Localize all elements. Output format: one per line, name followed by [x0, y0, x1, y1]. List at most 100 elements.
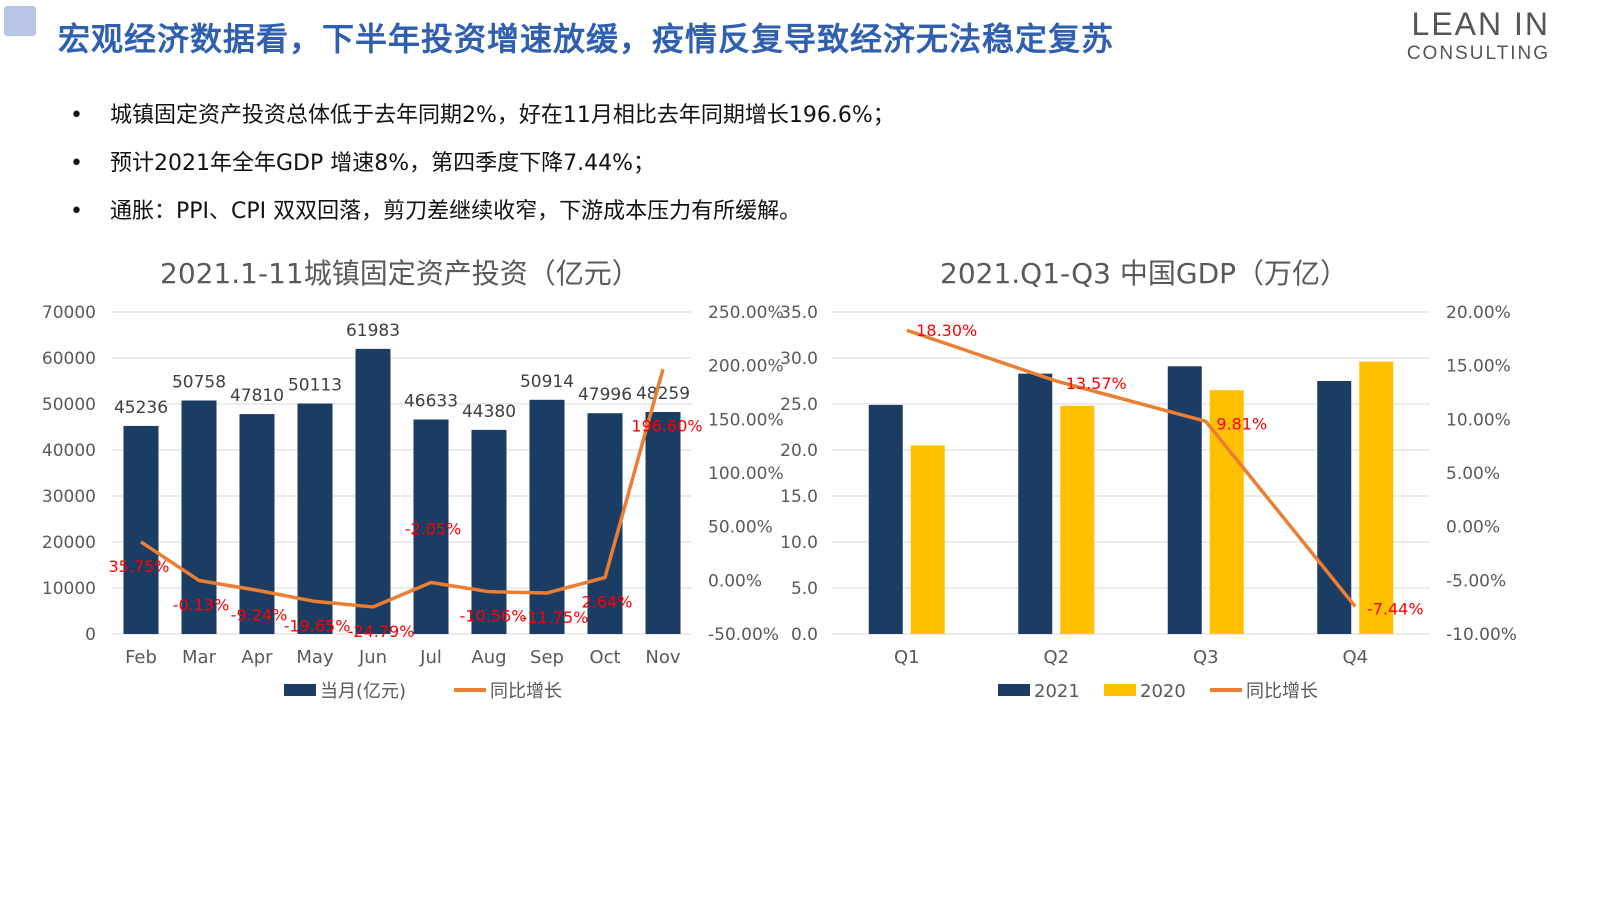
investment-legend-label: 当月(亿元) [320, 681, 406, 702]
bullet-text: 通胀：PPI、CPI 双双回落，剪刀差继续收窄，下游成本压力有所缓解。 [110, 199, 802, 224]
investment-line-label: 35.75% [108, 557, 169, 576]
investment-x-tick: Jun [358, 647, 387, 668]
investment-x-tick: May [296, 647, 334, 668]
investment-y-tick-left: 20000 [42, 533, 96, 553]
investment-x-tick: Mar [182, 647, 217, 668]
investment-y-tick-right: 100.00% [708, 464, 784, 484]
corner-mark [4, 6, 36, 36]
gdp-y-tick-left: 20.0 [780, 441, 818, 461]
investment-x-tick: Feb [125, 647, 157, 668]
gdp-legend-label: 2020 [1140, 681, 1186, 702]
investment-line-label: -9.24% [231, 605, 288, 624]
gdp-bar-2020 [1060, 405, 1095, 634]
gdp-bar-2020 [1359, 361, 1394, 634]
gdp-y-tick-right: 0.00% [1446, 518, 1500, 538]
gdp-x-tick: Q4 [1342, 647, 1368, 668]
bullet-list: • 城镇固定资产投资总体低于去年同期2%，好在11月相比去年同期增长196.6%；… [70, 92, 895, 236]
investment-x-tick: Nov [645, 647, 680, 668]
investment-y-tick-left: 40000 [42, 441, 96, 461]
investment-bar-当月(亿元) [181, 400, 217, 634]
gdp-legend-swatch [998, 684, 1030, 696]
investment-y-tick-right: 0.00% [708, 571, 762, 591]
investment-bar-当月(亿元) [587, 413, 623, 634]
chart-title-gdp: 2021.Q1-Q3 中国GDP（万亿） [940, 257, 1349, 290]
gdp-bar-2021 [1018, 373, 1053, 634]
investment-x-tick: Aug [471, 647, 506, 668]
investment-y-tick-left: 70000 [42, 303, 96, 323]
gdp-x-tick: Q1 [894, 647, 920, 668]
gdp-legend-label: 同比增长 [1246, 681, 1318, 702]
gdp-y-tick-left: 10.0 [780, 533, 818, 553]
gdp-y-tick-left: 0.0 [791, 625, 818, 645]
logo-line-1: LEAN IN [1411, 6, 1550, 42]
bullet-text: 预计2021年全年GDP 增速8%，第四季度下降7.44%； [110, 151, 656, 176]
investment-x-tick: Sep [530, 647, 564, 668]
gdp-y-tick-right: 15.00% [1446, 357, 1511, 377]
investment-bar-label: 47810 [230, 386, 284, 406]
investment-y-tick-right: 150.00% [708, 410, 784, 430]
gdp-y-tick-left: 5.0 [791, 579, 818, 599]
investment-bar-label: 45236 [114, 398, 168, 418]
bullet-item: • 城镇固定资产投资总体低于去年同期2%，好在11月相比去年同期增长196.6%； [70, 92, 895, 140]
investment-line-label: -24.79% [348, 622, 415, 641]
investment-line-label: -19.65% [284, 616, 351, 635]
investment-y-tick-right: 200.00% [708, 357, 784, 377]
logo-line-2: CONSULTING [1406, 43, 1550, 64]
gdp-line-series [906, 328, 1357, 608]
investment-bar-label: 50914 [520, 372, 574, 392]
gdp-bar-2020 [910, 445, 945, 634]
investment-bar-当月(亿元) [471, 429, 507, 634]
gdp-bar-2021 [1167, 366, 1202, 634]
page-title: 宏观经济数据看，下半年投资增速放缓，疫情反复导致经济无法稳定复苏 [58, 20, 1115, 58]
gdp-line-label: 13.57% [1066, 374, 1127, 393]
gdp-bar-2021 [868, 404, 903, 634]
bullet-item: • 通胀：PPI、CPI 双双回落，剪刀差继续收窄，下游成本压力有所缓解。 [70, 188, 895, 236]
bullet-dot: • [70, 103, 83, 128]
bullet-dot: • [70, 151, 83, 176]
gdp-y-tick-left: 15.0 [780, 487, 818, 507]
investment-y-tick-right: -50.00% [708, 625, 779, 645]
chart-title-investment: 2021.1-11城镇固定资产投资（亿元） [160, 257, 640, 290]
investment-bar-当月(亿元) [413, 419, 449, 634]
investment-line-label: -0.13% [173, 595, 230, 614]
investment-y-tick-left: 0 [85, 625, 96, 645]
investment-line-label: 2.64% [582, 592, 633, 611]
gdp-x-tick: Q2 [1043, 647, 1069, 668]
investment-bar-label: 50758 [172, 373, 226, 393]
gdp-line-label: 18.30% [916, 321, 977, 340]
investment-legend-swatch [284, 684, 316, 696]
investment-line-label: 196.60% [631, 416, 702, 435]
gdp-y-tick-left: 25.0 [780, 395, 818, 415]
investment-line-label: -11.75% [522, 608, 589, 627]
gdp-y-tick-left: 35.0 [780, 303, 818, 323]
investment-bar-label: 44380 [462, 402, 516, 422]
investment-bar-当月(亿元) [123, 425, 159, 634]
investment-x-tick: Jul [419, 647, 442, 668]
lean-in-logo: LEAN IN CONSULTING [1407, 8, 1550, 63]
gdp-y-tick-right: -5.00% [1446, 571, 1506, 591]
investment-bar-label: 46633 [404, 391, 458, 411]
investment-bar-当月(亿元) [355, 348, 391, 634]
investment-bar-当月(亿元) [239, 414, 275, 634]
gdp-y-tick-right: 10.00% [1446, 410, 1511, 430]
investment-x-tick: Oct [589, 647, 620, 668]
bullet-item: • 预计2021年全年GDP 增速8%，第四季度下降7.44%； [70, 140, 895, 188]
investment-line-label: -10.56% [460, 607, 527, 626]
investment-bar-当月(亿元) [297, 403, 333, 634]
investment-y-tick-right: 50.00% [708, 518, 773, 538]
investment-y-tick-left: 50000 [42, 395, 96, 415]
investment-line-series [140, 368, 665, 609]
investment-x-tick: Apr [241, 647, 273, 668]
gdp-legend-swatch [1104, 684, 1136, 696]
investment-bar-label: 50113 [288, 375, 342, 395]
gdp-y-tick-right: 5.00% [1446, 464, 1500, 484]
investment-legend-label: 同比增长 [490, 681, 562, 702]
investment-line-label: -2.05% [405, 520, 462, 539]
investment-bar-当月(亿元) [529, 399, 565, 634]
investment-bar-label: 47996 [578, 385, 632, 405]
bullet-text: 城镇固定资产投资总体低于去年同期2%，好在11月相比去年同期增长196.6%； [110, 103, 895, 128]
investment-y-tick-left: 10000 [42, 579, 96, 599]
gdp-y-tick-right: 20.00% [1446, 303, 1511, 323]
gdp-line-label: 9.81% [1216, 414, 1267, 433]
